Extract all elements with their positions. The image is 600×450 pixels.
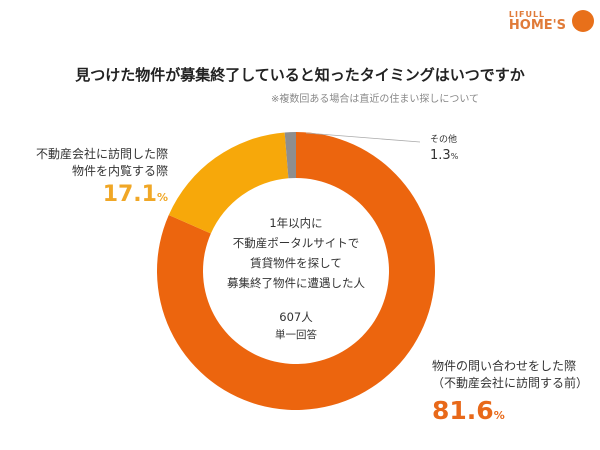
center-line: 1年以内に <box>269 216 323 230</box>
logo-line2: HOME'S <box>508 17 566 33</box>
label-visit-line2: 物件を内覧する際 <box>71 164 168 178</box>
center-text: 1年以内に 不動産ポータルサイトで 賃貸物件を探して 募集終了物件に遭遇した人 … <box>196 213 396 343</box>
other-leader-line <box>305 132 421 143</box>
pct-inquiry: 81.6% <box>432 396 505 425</box>
pct-unit: % <box>493 409 505 422</box>
label-other: その他 <box>430 135 458 145</box>
pct-other-value: 1.3 <box>430 148 451 163</box>
chart-subtitle: ※複数回ある場合は直近の住まい探しについて <box>270 94 480 105</box>
pct-visit: 17.1% <box>18 182 168 207</box>
label-inquiry-line1: 物件の問い合わせをした際 <box>432 359 577 373</box>
donut-slice-2 <box>284 132 296 179</box>
chart-title: 見つけた物件が募集終了していると知ったタイミングはいつですか <box>75 66 525 84</box>
center-line: 賃貸物件を探して <box>250 256 342 270</box>
label-inquiry-line2: （不動産会社に訪問する前） <box>432 376 589 390</box>
pct-other: 1.3% <box>430 148 458 163</box>
logo-line1: LIFULL <box>508 9 546 19</box>
label-visit: 不動産会社に訪問した際 物件を内覧する際 <box>18 146 168 180</box>
pct-visit-value: 17.1 <box>102 182 157 207</box>
donut-slice-1 <box>168 132 289 234</box>
pct-unit: % <box>156 191 168 204</box>
label-inquiry: 物件の問い合わせをした際 （不動産会社に訪問する前） <box>432 358 588 392</box>
lifull-homes-logo: LIFULL HOME'S <box>509 10 594 32</box>
label-visit-line1: 不動産会社に訪問した際 <box>35 147 168 161</box>
mascot-icon <box>572 10 594 32</box>
answer-type: 単一回答 <box>275 329 317 341</box>
donut-slice-0 <box>157 132 435 410</box>
center-line: 不動産ポータルサイトで <box>232 236 360 250</box>
center-line: 募集終了物件に遭遇した人 <box>227 276 365 290</box>
sample-size: 607人 <box>279 310 313 324</box>
pct-unit: % <box>450 152 459 161</box>
pct-inquiry-value: 81.6 <box>432 396 494 425</box>
